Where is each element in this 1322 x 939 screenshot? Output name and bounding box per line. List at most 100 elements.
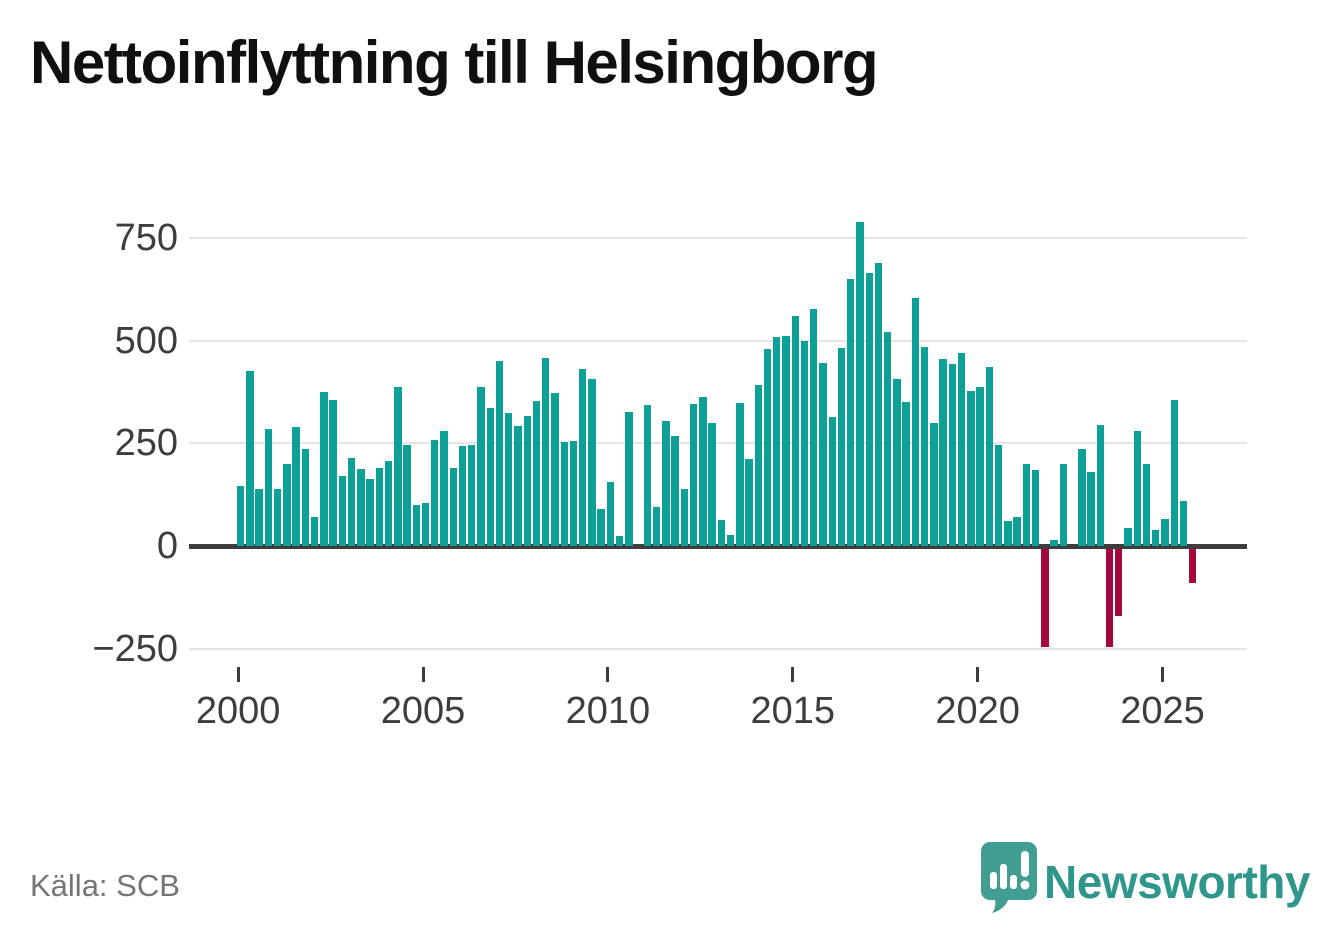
bar [939, 359, 947, 546]
bar [1142, 463, 1151, 546]
bar [662, 420, 670, 546]
newsworthy-logo: Newsworthy [980, 841, 1310, 927]
y-tick-label: 750 [114, 217, 178, 259]
logo-bar-small-icon [990, 872, 997, 889]
bar [930, 422, 938, 546]
bar [948, 364, 957, 546]
bar-negative [1105, 548, 1114, 648]
bar [449, 467, 457, 546]
x-tick-label: 2010 [565, 690, 651, 732]
logo-bubble-shape [981, 842, 1037, 913]
x-tick-label: 2005 [380, 690, 466, 732]
bar [505, 413, 513, 546]
bar-negative [1115, 548, 1123, 617]
bar [597, 509, 605, 546]
bar [1179, 500, 1188, 546]
bar [699, 396, 707, 546]
x-axis-tick [606, 667, 610, 682]
bar [680, 488, 689, 546]
bar [689, 404, 698, 546]
bar [1022, 463, 1031, 546]
bar [773, 337, 781, 546]
bar [726, 534, 735, 546]
bar [985, 366, 994, 546]
bar [560, 441, 568, 546]
x-tick-label: 2020 [935, 690, 1020, 732]
bar [708, 423, 716, 546]
bar [736, 403, 744, 546]
gridline [189, 442, 1247, 445]
bar [763, 349, 772, 546]
bar [310, 517, 319, 546]
bar [375, 467, 384, 546]
bar [800, 341, 809, 546]
bar [273, 488, 282, 546]
bar [865, 272, 873, 546]
x-tick-label: 2015 [750, 690, 836, 732]
bar [458, 446, 467, 546]
bar [1031, 470, 1040, 546]
bar [671, 435, 679, 546]
x-axis-tick [236, 667, 240, 682]
x-tick-label: 2025 [1120, 690, 1205, 732]
bar [338, 476, 347, 546]
y-tick-label: −250 [92, 627, 178, 670]
bar [920, 346, 929, 546]
bar [1059, 463, 1068, 546]
gridline [189, 647, 1247, 650]
y-tick-label: 0 [156, 525, 178, 567]
bar [994, 444, 1003, 546]
bar [542, 358, 550, 546]
bar [874, 262, 883, 546]
bar [1133, 431, 1141, 546]
bar [514, 426, 522, 546]
bar [551, 392, 559, 546]
newsworthy-wordmark: Newsworthy [1044, 856, 1310, 908]
bar [532, 401, 541, 546]
bar [1152, 529, 1160, 546]
x-tick-label: 2000 [195, 690, 281, 732]
bar [283, 463, 291, 546]
bar [967, 390, 975, 546]
bar [911, 297, 920, 546]
bar [828, 417, 836, 546]
bar [606, 481, 615, 546]
bar [957, 353, 966, 546]
logo-exclamation-dot-icon [1020, 880, 1030, 890]
bar [902, 401, 910, 546]
bar [384, 460, 393, 546]
bar [264, 428, 273, 546]
y-tick-label: 500 [114, 319, 178, 362]
bar [394, 386, 402, 546]
bar [431, 440, 439, 546]
newsworthy-logo-icon [981, 842, 1037, 913]
bar [246, 371, 254, 546]
bar [578, 369, 587, 546]
bar [745, 459, 753, 546]
bar [347, 457, 356, 546]
logo-bar-short-icon [1010, 875, 1017, 889]
bar [440, 430, 448, 546]
bar [1004, 520, 1012, 546]
source-note: Källa: SCB [30, 868, 180, 903]
zero-axis-line [189, 543, 1247, 549]
bar [569, 440, 578, 546]
bar [477, 386, 485, 546]
bar [782, 336, 790, 546]
bar [301, 449, 310, 546]
gridline [189, 339, 1247, 342]
bar [1161, 519, 1169, 546]
logo-exclamation-line-icon [1021, 851, 1029, 877]
bar [588, 379, 596, 546]
bar [523, 415, 531, 546]
bar [366, 479, 374, 546]
bar [837, 347, 846, 546]
logo-bar-tall-icon [1000, 864, 1007, 889]
y-tick-label: 250 [114, 422, 178, 465]
x-axis-tick [976, 667, 980, 682]
bar [856, 221, 864, 546]
bar [495, 361, 504, 546]
bar-negative [1189, 548, 1197, 584]
